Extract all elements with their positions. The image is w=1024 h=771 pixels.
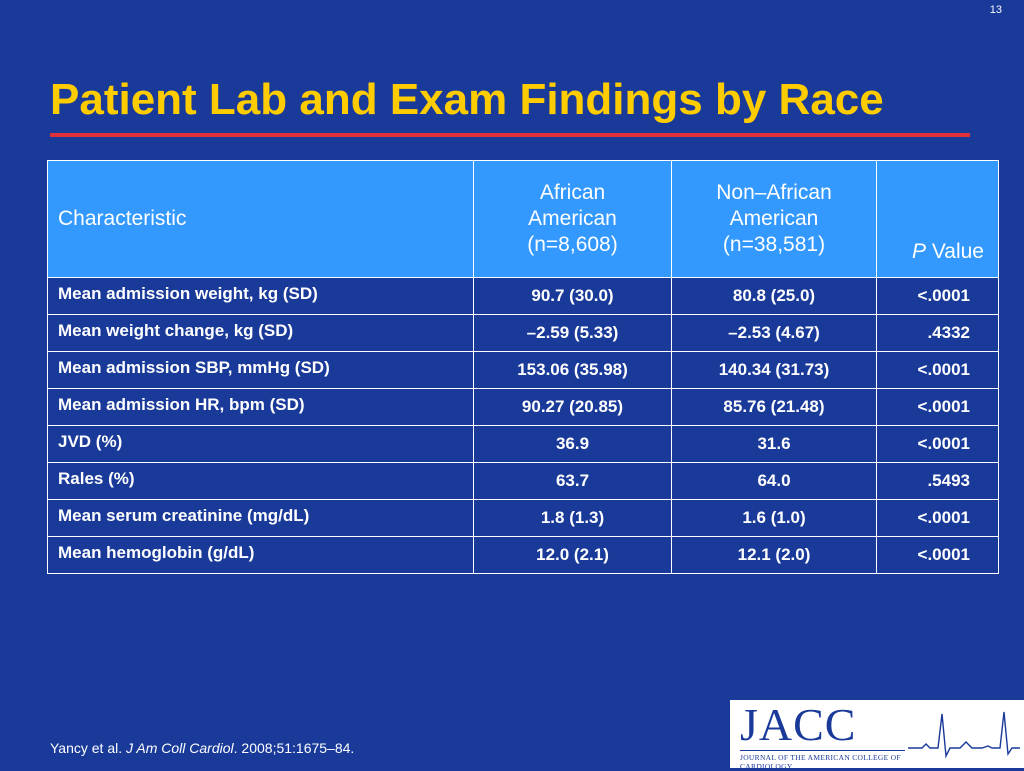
header-p-italic: P <box>911 239 926 263</box>
table-row: Mean admission weight, kg (SD) 90.7 (30.… <box>47 277 999 315</box>
slide-title: Patient Lab and Exam Findings by Race <box>50 75 884 124</box>
p-value: <.0001 <box>876 425 999 463</box>
header-naa-line3: (n=38,581) <box>722 233 826 257</box>
naa-value: 12.1 (2.0) <box>671 536 877 574</box>
row-label: JVD (%) <box>47 425 474 463</box>
row-label: Mean admission SBP, mmHg (SD) <box>47 351 474 389</box>
header-non-african-american: Non–African American (n=38,581) <box>671 160 877 278</box>
table-row: Mean hemoglobin (g/dL) 12.0 (2.1) 12.1 (… <box>47 536 999 574</box>
p-value: <.0001 <box>876 536 999 574</box>
title-underline <box>50 133 970 137</box>
naa-value: 85.76 (21.48) <box>671 388 877 426</box>
table-row: Mean weight change, kg (SD) –2.59 (5.33)… <box>47 314 999 352</box>
row-label: Mean weight change, kg (SD) <box>47 314 474 352</box>
table-row: Mean admission SBP, mmHg (SD) 153.06 (35… <box>47 351 999 389</box>
aa-value: 63.7 <box>473 462 672 500</box>
p-value: .5493 <box>876 462 999 500</box>
table-row: Rales (%) 63.7 64.0 .5493 <box>47 462 999 500</box>
row-label: Mean admission HR, bpm (SD) <box>47 388 474 426</box>
aa-value: 12.0 (2.1) <box>473 536 672 574</box>
aa-value: 90.27 (20.85) <box>473 388 672 426</box>
p-value: <.0001 <box>876 388 999 426</box>
header-aa-line3: (n=8,608) <box>527 233 618 257</box>
header-naa-line2: American <box>729 206 819 230</box>
table-header-row: Characteristic African American (n=8,608… <box>47 160 999 278</box>
p-value: .4332 <box>876 314 999 352</box>
p-value: <.0001 <box>876 351 999 389</box>
table-row: Mean admission HR, bpm (SD) 90.27 (20.85… <box>47 388 999 426</box>
header-naa-line1: Non–African <box>716 180 832 204</box>
citation-journal: J Am Coll Cardiol <box>126 740 234 756</box>
row-label: Mean hemoglobin (g/dL) <box>47 536 474 574</box>
header-p-rest: Value <box>926 239 984 263</box>
findings-table-container: Characteristic African American (n=8,608… <box>47 160 999 574</box>
naa-value: 80.8 (25.0) <box>671 277 877 315</box>
naa-value: 31.6 <box>671 425 877 463</box>
logo-name: JACC <box>740 699 857 750</box>
header-p-value: P Value <box>876 160 999 278</box>
findings-table: Characteristic African American (n=8,608… <box>47 160 999 574</box>
logo-subtitle: JOURNAL OF THE AMERICAN COLLEGE OF CARDI… <box>740 750 905 771</box>
table-row: JVD (%) 36.9 31.6 <.0001 <box>47 425 999 463</box>
row-label: Rales (%) <box>47 462 474 500</box>
ecg-trace-icon <box>908 711 1020 759</box>
citation-authors: Yancy et al. <box>50 740 127 756</box>
row-label: Mean admission weight, kg (SD) <box>47 277 474 315</box>
p-value: <.0001 <box>876 499 999 537</box>
header-aa-line1: African <box>539 180 606 204</box>
header-characteristic: Characteristic <box>47 160 474 278</box>
slide-number: 13 <box>989 4 1002 16</box>
jacc-logo: JACC JOURNAL OF THE AMERICAN COLLEGE OF … <box>730 699 1024 771</box>
aa-value: 153.06 (35.98) <box>473 351 672 389</box>
aa-value: 90.7 (30.0) <box>473 277 672 315</box>
naa-value: –2.53 (4.67) <box>671 314 877 352</box>
aa-value: 1.8 (1.3) <box>473 499 672 537</box>
p-value: <.0001 <box>876 277 999 315</box>
header-aa-line2: American <box>528 206 617 230</box>
citation-details: . 2008;51:1675–84. <box>233 740 355 756</box>
table-row: Mean serum creatinine (mg/dL) 1.8 (1.3) … <box>47 499 999 537</box>
header-african-american: African American (n=8,608) <box>473 160 672 278</box>
aa-value: –2.59 (5.33) <box>473 314 672 352</box>
row-label: Mean serum creatinine (mg/dL) <box>47 499 474 537</box>
aa-value: 36.9 <box>473 425 672 463</box>
citation: Yancy et al. J Am Coll Cardiol. 2008;51:… <box>50 740 354 756</box>
naa-value: 140.34 (31.73) <box>671 351 877 389</box>
naa-value: 64.0 <box>671 462 877 500</box>
naa-value: 1.6 (1.0) <box>671 499 877 537</box>
